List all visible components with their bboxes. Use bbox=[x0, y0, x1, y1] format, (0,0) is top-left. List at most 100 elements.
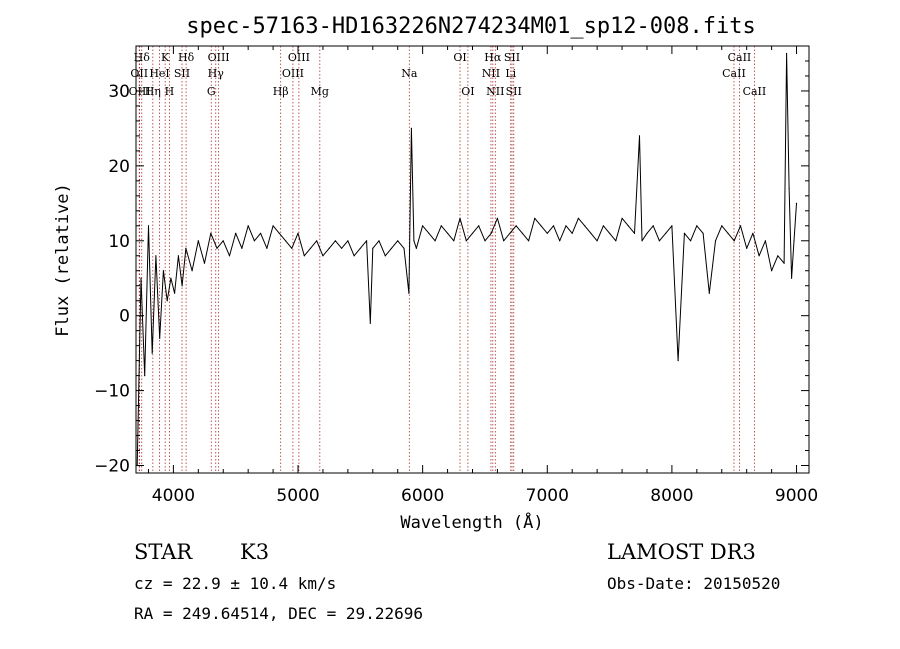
line-label: OIII bbox=[208, 51, 230, 64]
spectrum-point bbox=[155, 255, 157, 257]
spectrum-point bbox=[216, 247, 218, 249]
x-tick-label: 9000 bbox=[775, 486, 818, 506]
spectrum-point bbox=[546, 232, 548, 234]
line-label: SII bbox=[506, 85, 522, 98]
x-tick-label: 8000 bbox=[650, 486, 693, 506]
spectrum-point bbox=[515, 225, 517, 227]
spectrum-point bbox=[609, 232, 611, 234]
line-label: Hα bbox=[484, 51, 502, 64]
line-label: Hη bbox=[145, 85, 161, 98]
spectrum-point bbox=[241, 247, 243, 249]
spectrum-point bbox=[228, 255, 231, 257]
spectrum-point bbox=[359, 247, 361, 249]
spectrum-point bbox=[671, 225, 673, 227]
spectrum-point bbox=[341, 247, 343, 249]
spectrum-point bbox=[162, 270, 164, 272]
spectrum-point bbox=[397, 240, 399, 242]
spectrum-point bbox=[702, 232, 704, 234]
line-label: CaII bbox=[743, 85, 767, 98]
spectrum-point bbox=[615, 240, 617, 242]
spectrum-point bbox=[384, 255, 386, 257]
spectrum-point bbox=[602, 225, 605, 227]
spectrum-point bbox=[197, 240, 199, 242]
line-label: OIII bbox=[288, 51, 310, 64]
spectrum-point bbox=[528, 240, 530, 242]
spectrum-point bbox=[571, 232, 573, 234]
spectrum-point bbox=[140, 277, 142, 279]
spectrum-point bbox=[422, 225, 424, 227]
spectrum-point bbox=[471, 232, 474, 234]
spectrum-point bbox=[408, 292, 410, 294]
spectrum-point bbox=[366, 240, 368, 242]
line-label: G bbox=[207, 85, 216, 98]
line-label: SII bbox=[174, 67, 190, 80]
y-tick-label: 20 bbox=[108, 157, 130, 177]
spectrum-point bbox=[714, 240, 717, 242]
spectrum-point bbox=[786, 52, 788, 55]
spectrum-point bbox=[795, 202, 798, 204]
spectrum-point bbox=[174, 292, 176, 294]
spectrum-point bbox=[181, 285, 183, 287]
spectrum-point bbox=[590, 232, 592, 234]
spectrum-point bbox=[733, 240, 735, 242]
spectrum-point bbox=[641, 240, 643, 242]
line-label: HeI bbox=[149, 67, 169, 80]
spectrum-point bbox=[658, 240, 661, 242]
spectrum-point bbox=[185, 247, 187, 249]
spectrum-point bbox=[210, 232, 212, 234]
spectrum-point bbox=[235, 232, 237, 234]
spectrum-point bbox=[552, 225, 555, 227]
spectrum-point bbox=[253, 240, 255, 242]
spectrum-point bbox=[303, 255, 305, 257]
spectrum-point bbox=[147, 225, 150, 227]
spectrum-point bbox=[285, 240, 287, 242]
spectrum-point bbox=[347, 240, 349, 242]
spectrum-point bbox=[278, 232, 280, 234]
spectrum-point bbox=[447, 232, 449, 234]
line-label: OIII bbox=[282, 67, 304, 80]
spectrum-point bbox=[334, 240, 336, 242]
spectrum-point bbox=[638, 135, 641, 137]
spectrum-point bbox=[369, 322, 371, 324]
x-tick-label: 4000 bbox=[152, 486, 195, 506]
spectrum-point bbox=[453, 240, 455, 242]
spectrum-point bbox=[353, 255, 355, 257]
observation-date: Obs-Date: 20150520 bbox=[607, 574, 781, 593]
spectrum-point bbox=[322, 255, 324, 257]
spectrum-line bbox=[136, 53, 797, 466]
spectrum-point bbox=[783, 262, 785, 264]
spectrum-point bbox=[758, 255, 760, 257]
spectrum-point bbox=[521, 232, 524, 234]
spectrum-point bbox=[777, 255, 779, 257]
spectrum-point bbox=[144, 375, 146, 377]
spectrum-point bbox=[415, 247, 417, 249]
spectrum-point bbox=[272, 225, 274, 227]
spectrum-point bbox=[577, 217, 580, 219]
spectrum-point bbox=[503, 240, 505, 242]
spectrum-point bbox=[478, 225, 480, 227]
line-label: Mg bbox=[311, 85, 329, 98]
line-label: CaII bbox=[728, 51, 752, 64]
line-label: OI bbox=[453, 51, 466, 64]
spectrum-point bbox=[788, 187, 790, 189]
spectrum-point bbox=[434, 240, 436, 242]
y-tick-label: 10 bbox=[108, 232, 130, 252]
line-label: SII bbox=[504, 51, 520, 64]
survey-name: LAMOST DR3 bbox=[607, 540, 756, 564]
spectrum-point bbox=[721, 225, 723, 227]
spectrum-point bbox=[621, 217, 623, 219]
spectrum-point bbox=[490, 232, 492, 234]
spectrum-point bbox=[166, 300, 168, 302]
spectrum-point bbox=[646, 232, 648, 234]
y-tick-label: 0 bbox=[119, 307, 130, 327]
spectrum-point bbox=[309, 247, 312, 249]
object-class: STAR bbox=[134, 540, 193, 564]
line-label: Hδ bbox=[178, 51, 195, 64]
spectrum-point bbox=[559, 240, 561, 242]
spectrum-point bbox=[584, 225, 586, 227]
y-axis-label: Flux (relative) bbox=[53, 183, 73, 337]
spectrum-point bbox=[440, 225, 442, 227]
spectrum-point bbox=[328, 247, 330, 249]
spectrum-point bbox=[222, 240, 224, 242]
